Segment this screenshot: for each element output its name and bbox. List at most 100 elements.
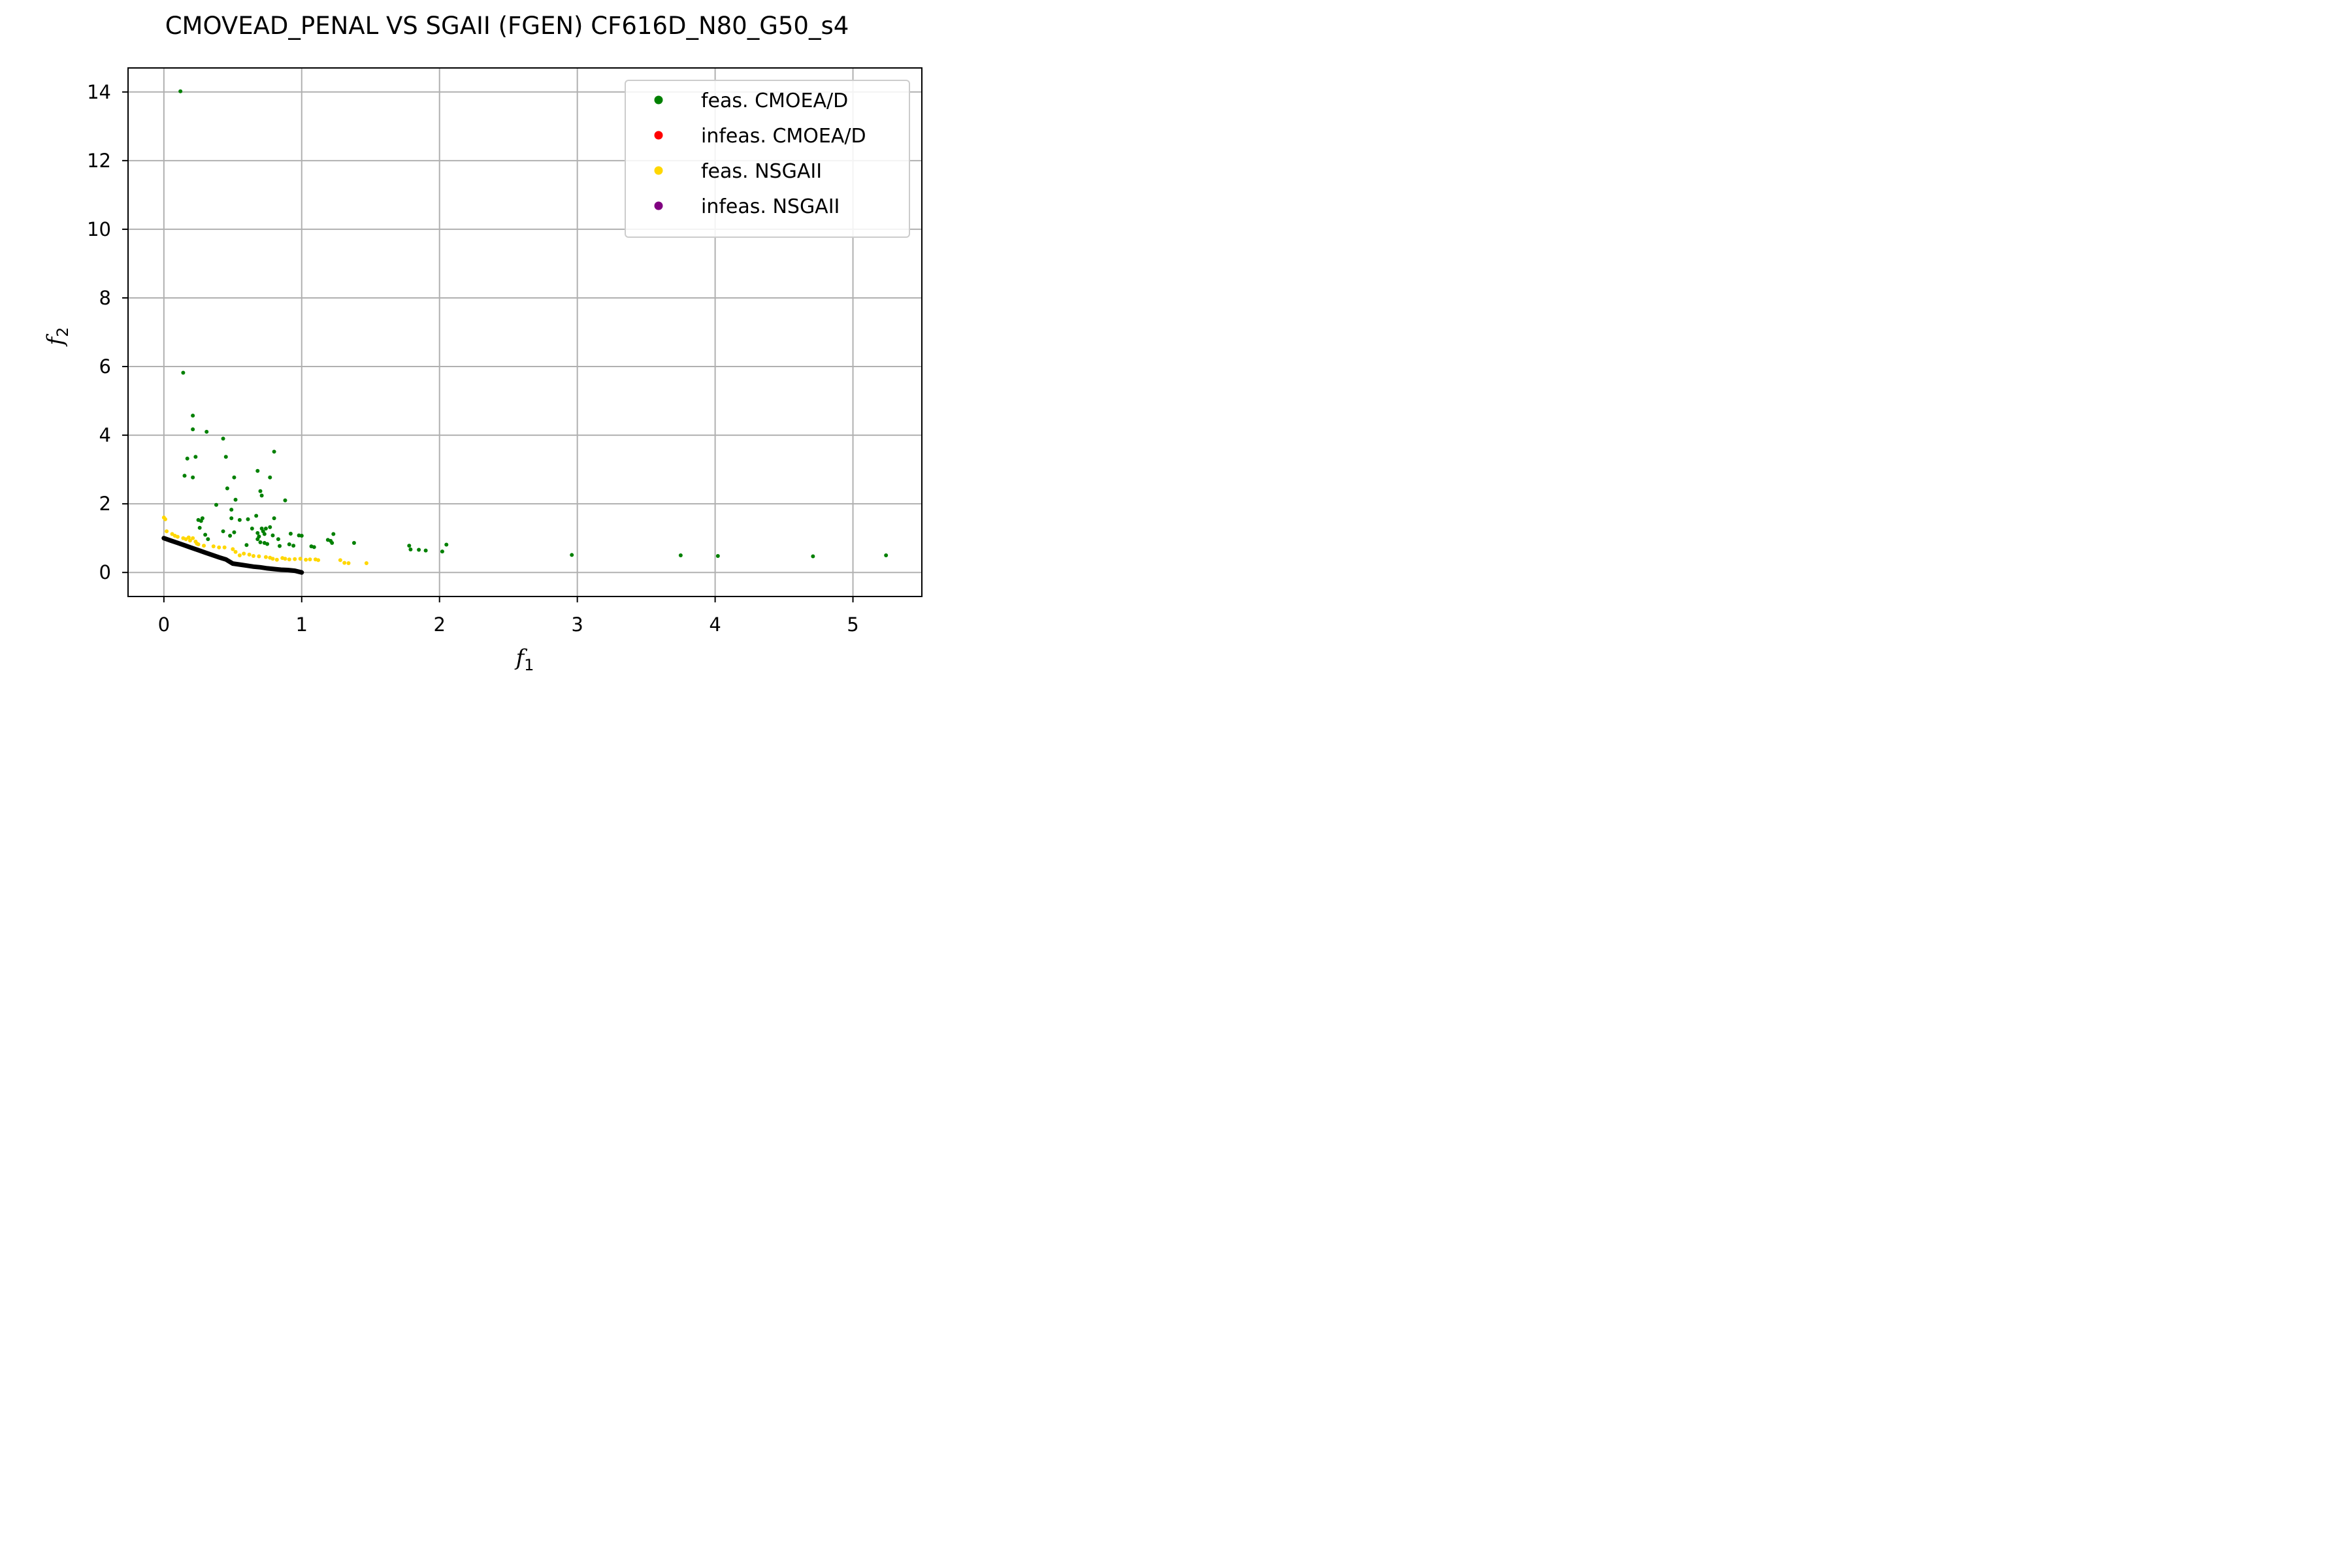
legend-label: feas. NSGAII xyxy=(701,160,822,183)
data-point xyxy=(283,498,287,502)
data-point xyxy=(351,541,356,546)
data-point xyxy=(346,561,351,566)
data-point xyxy=(408,547,413,552)
data-point xyxy=(283,557,287,561)
legend: feas. CMOEA/D infeas. CMOEA/D feas. NSGAII… xyxy=(625,80,910,238)
data-point xyxy=(222,545,227,549)
data-point xyxy=(268,525,272,529)
scatter-chart: CMOVEAD_PENAL VS SGAII (FGEN) CF616D_N80… xyxy=(42,12,923,674)
pareto-front xyxy=(161,536,304,575)
y-tick-label: 2 xyxy=(99,493,111,515)
legend-box xyxy=(625,80,910,238)
data-point xyxy=(444,542,449,547)
chart-title: CMOVEAD_PENAL VS SGAII (FGEN) CF616D_N80… xyxy=(165,12,849,40)
y-tick-label: 12 xyxy=(87,150,111,172)
data-point xyxy=(191,536,195,540)
y-tick-label: 8 xyxy=(99,287,111,309)
series-feas-cmoea-d xyxy=(178,89,889,559)
x-tick-label: 2 xyxy=(433,613,445,636)
data-point xyxy=(287,542,291,547)
data-point xyxy=(232,475,237,480)
data-point xyxy=(272,516,276,521)
data-point xyxy=(191,475,195,480)
legend-label: infeas. NSGAII xyxy=(701,195,840,218)
y-tick-label: 6 xyxy=(99,355,111,378)
data-point xyxy=(276,537,280,542)
y-tick-label: 4 xyxy=(99,424,111,446)
x-tick-label: 1 xyxy=(296,613,308,636)
data-point xyxy=(570,553,574,557)
data-point xyxy=(242,551,246,556)
data-point xyxy=(263,555,268,559)
data-point xyxy=(423,548,428,553)
y-tick-label: 0 xyxy=(99,561,111,583)
data-point xyxy=(250,526,254,531)
data-point xyxy=(181,370,186,375)
data-point xyxy=(228,534,233,538)
data-point xyxy=(338,558,342,563)
data-point xyxy=(811,554,815,559)
data-point xyxy=(270,533,275,538)
data-point xyxy=(232,530,237,534)
data-point xyxy=(715,554,720,559)
legend-marker xyxy=(654,166,663,175)
data-point xyxy=(191,427,195,432)
data-point xyxy=(165,529,169,534)
data-point xyxy=(364,561,368,566)
data-point xyxy=(270,557,275,561)
data-point xyxy=(217,545,221,549)
data-point xyxy=(274,557,279,562)
data-point xyxy=(251,554,255,559)
data-point xyxy=(288,531,293,536)
y-tick-label: 14 xyxy=(87,81,111,103)
legend-label: infeas. CMOEA/D xyxy=(701,125,866,148)
legend-label: feas. CMOEA/D xyxy=(701,90,848,112)
data-point xyxy=(206,537,210,542)
data-point xyxy=(185,456,189,461)
data-point xyxy=(223,455,228,459)
data-point xyxy=(221,436,225,441)
data-point xyxy=(417,547,421,552)
data-point xyxy=(278,544,282,548)
data-point xyxy=(287,557,291,562)
data-point xyxy=(255,537,260,542)
pareto-front-line xyxy=(161,536,304,575)
data-point xyxy=(258,489,263,493)
data-point xyxy=(231,547,235,551)
y-tick-label: 10 xyxy=(87,218,111,240)
data-point xyxy=(342,561,347,565)
x-axis-label: f1 xyxy=(514,645,534,674)
x-tick-label: 0 xyxy=(158,613,170,636)
data-point xyxy=(262,532,267,536)
legend-marker xyxy=(654,201,663,210)
y-axis-label-subscript: 2 xyxy=(54,327,72,337)
data-point xyxy=(244,543,249,547)
data-point xyxy=(203,532,208,537)
data-point xyxy=(298,557,302,561)
data-point xyxy=(331,532,336,536)
data-point xyxy=(211,544,216,549)
data-point xyxy=(186,535,191,540)
data-point xyxy=(182,474,187,478)
data-point xyxy=(188,538,192,543)
data-point xyxy=(330,541,335,546)
data-point xyxy=(221,529,225,534)
x-axis-label-subscript: 1 xyxy=(524,656,534,674)
data-point xyxy=(258,540,263,544)
data-point xyxy=(191,414,195,418)
data-point xyxy=(257,554,261,559)
data-point xyxy=(202,544,206,548)
data-point xyxy=(255,468,260,473)
data-point xyxy=(199,519,203,523)
data-point xyxy=(214,502,218,507)
data-point xyxy=(299,534,304,538)
data-point xyxy=(246,517,250,521)
data-point xyxy=(308,557,312,562)
data-point xyxy=(197,525,202,530)
legend-marker xyxy=(654,95,663,105)
data-point xyxy=(259,493,264,498)
data-point xyxy=(255,531,260,535)
data-point xyxy=(291,544,296,548)
data-point xyxy=(312,545,316,549)
